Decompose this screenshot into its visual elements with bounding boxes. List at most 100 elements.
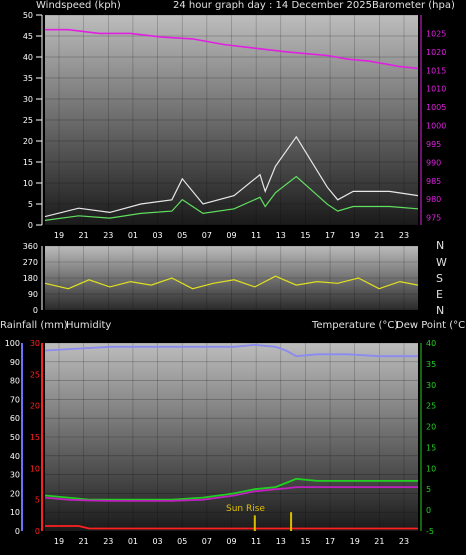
p3-temp-tick-label: -5 bbox=[426, 527, 434, 536]
panel1-y-ticks: 0 5 10 15 20 25 30 35 40 45 50 bbox=[23, 11, 43, 230]
p1-y2tick-label: 1005 bbox=[426, 103, 446, 112]
baro-axis-title: Barometer (hpa) bbox=[372, 0, 455, 11]
p3-rain-tick-label: 0 bbox=[35, 527, 40, 536]
p3-xtick-label: 09 bbox=[226, 537, 236, 546]
p3-humidity-tick-label: 100 bbox=[5, 339, 20, 348]
p2-ytick-label: 180 bbox=[23, 274, 38, 283]
p1-xtick-label: 05 bbox=[177, 231, 187, 240]
panel1-plot-area bbox=[45, 15, 418, 225]
dir-label-e: E bbox=[436, 288, 443, 301]
p3-temp-tick-label: 5 bbox=[426, 485, 431, 494]
panel1-y2-ticks: 975 980 985 990 995 1000 1005 1010 1015 1020 1025 bbox=[420, 15, 446, 225]
dir-label-n-bottom: N bbox=[436, 304, 445, 317]
p3-humidity-tick-label: 10 bbox=[10, 508, 20, 517]
barometer-line bbox=[45, 28, 419, 70]
p3-temp-tick-label: 25 bbox=[426, 402, 436, 411]
p3-xtick-label: 17 bbox=[325, 537, 335, 546]
panel2-plot-area bbox=[45, 246, 418, 310]
p3-xtick-label: 11 bbox=[251, 537, 261, 546]
p1-xtick-label: 13 bbox=[276, 231, 286, 240]
dir-label-s: S bbox=[436, 272, 443, 285]
p3-xtick-label: 07 bbox=[202, 537, 212, 546]
p1-ytick-label: 30 bbox=[23, 95, 33, 104]
wind-axis-title: Windspeed (kph) bbox=[36, 0, 121, 11]
panel3-series bbox=[44, 343, 418, 531]
p3-rain-tick-label: 15 bbox=[30, 433, 40, 442]
p3-series-line bbox=[44, 477, 418, 501]
p3-humidity-tick-label: 50 bbox=[10, 433, 20, 442]
p1-y2tick-label: 1010 bbox=[426, 85, 446, 94]
panel1-x-ticks: 19 21 23 01 03 05 07 09 11 13 15 17 19 21 23 bbox=[54, 231, 409, 240]
p1-xtick-label: 19 bbox=[54, 231, 64, 240]
rain-axis-title: Rainfall (mm) bbox=[0, 320, 68, 331]
p1-ytick-label: 40 bbox=[23, 53, 33, 62]
p1-y2tick-label: 1025 bbox=[426, 29, 446, 38]
p3-xtick-label: 21 bbox=[79, 537, 89, 546]
p3-temp-tick-label: 15 bbox=[426, 443, 436, 452]
p3-temp-tick-label: 35 bbox=[426, 360, 436, 369]
panel2-grid bbox=[45, 245, 418, 311]
p1-y2tick-label: 975 bbox=[426, 214, 441, 223]
p3-humidity-tick-label: 80 bbox=[10, 377, 20, 386]
p1-ytick-label: 20 bbox=[23, 137, 33, 146]
p3-temp-tick-label: 10 bbox=[426, 464, 436, 473]
p2-ytick-label: 360 bbox=[23, 242, 38, 251]
p3-rain-tick-label: 30 bbox=[30, 339, 40, 348]
p1-ytick-label: 45 bbox=[23, 32, 33, 41]
p3-temp-tick-label: 30 bbox=[426, 381, 436, 390]
humidity-axis-title: Humidity bbox=[66, 320, 112, 331]
p1-ytick-label: 5 bbox=[28, 200, 33, 209]
p2-ytick-label: 0 bbox=[33, 306, 38, 315]
p3-xtick-label: 05 bbox=[177, 537, 187, 546]
p1-xtick-label: 09 bbox=[226, 231, 236, 240]
p1-y2tick-label: 995 bbox=[426, 140, 441, 149]
p3-series-line bbox=[44, 343, 418, 358]
p1-y2tick-label: 1000 bbox=[426, 122, 446, 131]
p3-xtick-label: 21 bbox=[374, 537, 384, 546]
p3-xtick-label: 01 bbox=[128, 537, 138, 546]
p3-humidity-tick-label: 40 bbox=[10, 452, 20, 461]
wind-direction-line bbox=[44, 275, 419, 290]
p2-ytick-label: 90 bbox=[28, 290, 38, 299]
panel1-series bbox=[44, 28, 419, 221]
p2-ytick-label: 270 bbox=[23, 258, 38, 267]
wind-gust-line bbox=[44, 135, 419, 218]
p1-y2tick-label: 1015 bbox=[426, 66, 446, 75]
p3-humidity-tick-label: 30 bbox=[10, 471, 20, 480]
p1-ytick-label: 35 bbox=[23, 74, 33, 83]
dir-label-w: W bbox=[436, 256, 447, 269]
p1-ytick-label: 15 bbox=[23, 158, 33, 167]
p3-temp-tick-label: 40 bbox=[426, 339, 436, 348]
p3-temp-tick-label: 0 bbox=[426, 506, 431, 515]
p3-humidity-tick-label: 70 bbox=[10, 395, 20, 404]
p1-xtick-label: 21 bbox=[374, 231, 384, 240]
p3-rain-tick-label: 20 bbox=[30, 402, 40, 411]
p3-series-line bbox=[45, 525, 418, 530]
p3-humidity-tick-label: 90 bbox=[10, 358, 20, 367]
p1-ytick-label: 10 bbox=[23, 179, 33, 188]
p1-xtick-label: 11 bbox=[251, 231, 261, 240]
p3-humidity-tick-label: 60 bbox=[10, 414, 20, 423]
panel2-y-ticks: 0 90 180 270 360 bbox=[23, 242, 43, 315]
temp-axis-title: Temperature (°C) bbox=[312, 320, 399, 331]
chart-title: 24 hour graph day : 14 December 2025 bbox=[173, 0, 372, 11]
p3-xtick-label: 15 bbox=[300, 537, 310, 546]
dew-axis-title: Dew Point (°C) bbox=[396, 320, 466, 331]
p1-xtick-label: 01 bbox=[128, 231, 138, 240]
p3-temp-tick-label: 20 bbox=[426, 423, 436, 432]
panel1-grid bbox=[45, 14, 418, 226]
panel3-x-ticks: 19 21 23 01 03 05 07 09 11 13 15 17 19 21 23 bbox=[54, 537, 409, 546]
p1-xtick-label: 03 bbox=[152, 231, 162, 240]
p1-xtick-label: 07 bbox=[202, 231, 212, 240]
sunrise-annotation: Sun Rise bbox=[226, 504, 265, 514]
p3-xtick-label: 19 bbox=[350, 537, 360, 546]
panel2-series bbox=[44, 275, 419, 290]
p1-ytick-label: 50 bbox=[23, 11, 33, 20]
p3-series-line bbox=[44, 486, 418, 502]
p1-xtick-label: 23 bbox=[399, 231, 409, 240]
p3-xtick-label: 13 bbox=[276, 537, 286, 546]
p3-humidity-tick-label: 0 bbox=[15, 527, 20, 536]
p3-xtick-label: 19 bbox=[54, 537, 64, 546]
p1-ytick-label: 25 bbox=[23, 116, 33, 125]
